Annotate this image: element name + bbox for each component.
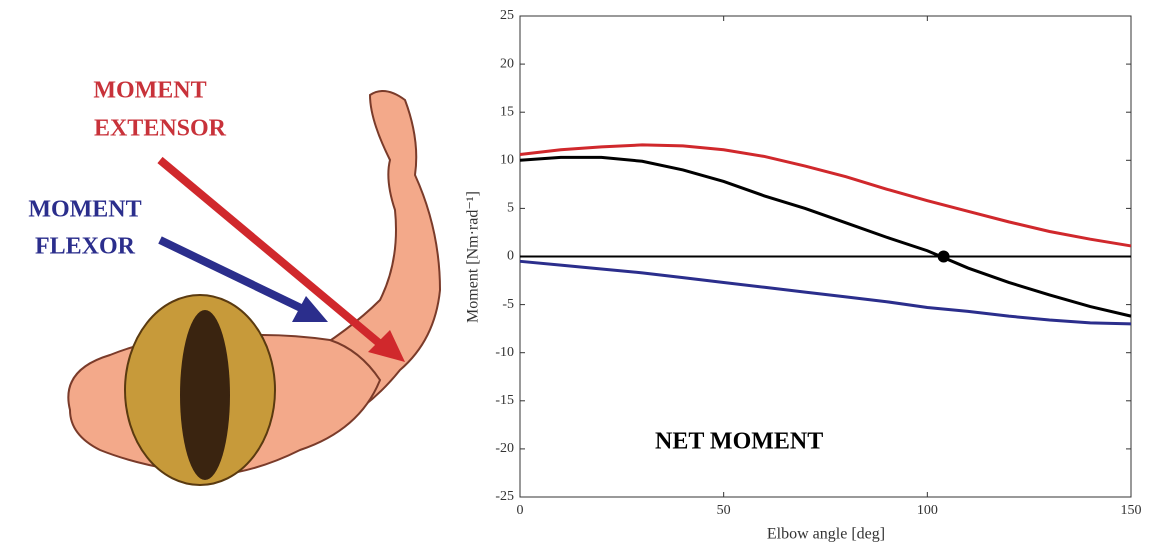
y-tick-label: -15 [495, 393, 514, 408]
x-tick-label: 150 [1121, 503, 1142, 518]
y-tick-label: -25 [495, 489, 514, 504]
extensor-label: MOMENT [93, 78, 206, 104]
y-tick-label: -20 [495, 441, 514, 456]
y-tick-label: 10 [500, 153, 514, 168]
y-tick-label: 0 [507, 249, 514, 264]
crossing-point [938, 251, 950, 263]
x-tick-label: 0 [517, 503, 524, 518]
y-tick-label: 25 [500, 8, 514, 23]
chart: NET MOMENT Elbow angle [deg] Moment [Nm·… [465, 8, 1142, 542]
illustration: MOMENT EXTENSOR MOMENT FLEXOR [28, 78, 440, 486]
annotation: NET MOMENT [655, 429, 823, 455]
hair-part [180, 310, 230, 480]
flexor-label: FLEXOR [35, 234, 136, 260]
y-tick-label: -5 [502, 297, 514, 312]
figure: MOMENT EXTENSOR MOMENT FLEXOR NET MOMENT… [0, 0, 1150, 549]
x-tick-label: 50 [717, 503, 731, 518]
flexor-label: MOMENT [28, 197, 141, 223]
y-tick-label: 5 [507, 201, 514, 216]
extensor-label: EXTENSOR [94, 116, 227, 142]
y-tick-label: 20 [500, 56, 514, 71]
x-tick-label: 100 [917, 503, 938, 518]
y-tick-label: 15 [500, 104, 514, 119]
x-axis-label: Elbow angle [deg] [767, 526, 885, 543]
y-axis-label: Moment [Nm·rad⁻¹] [465, 191, 482, 323]
y-tick-label: -10 [495, 345, 514, 360]
